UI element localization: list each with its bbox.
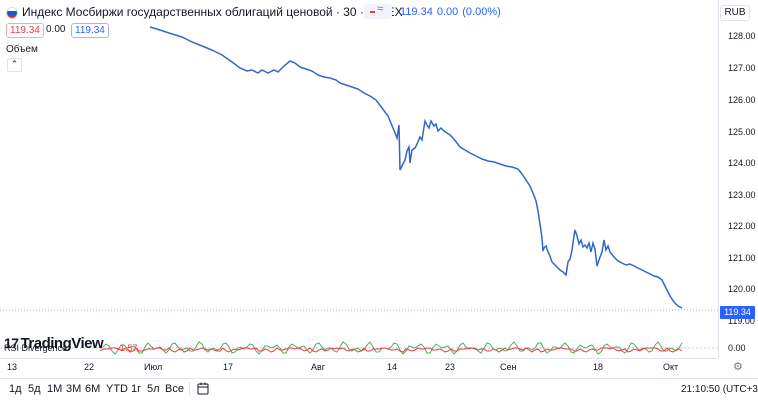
time-tick: 23 [445, 362, 456, 372]
spread-value: 0.00 [46, 24, 66, 35]
minus-icon [370, 11, 375, 13]
time-tick: Окт [663, 362, 679, 372]
volume-legend-label[interactable]: Объем [6, 44, 38, 55]
quote-line: 119.34 0.00 (0.00%) [400, 6, 505, 18]
price-axis[interactable] [718, 0, 758, 358]
change-percent: (0.00%) [462, 6, 501, 18]
price-tick: 122.00 [728, 221, 756, 231]
price-chart[interactable] [0, 0, 758, 378]
rsi-line-negative [99, 347, 683, 353]
time-tick: 17 [223, 362, 234, 372]
symbol-title[interactable]: Индекс Мосбиржи государственных облигаци… [22, 5, 403, 19]
price-tick: 123.00 [728, 190, 756, 200]
time-tick: Сен [500, 362, 517, 372]
price-tick: 128.00 [728, 31, 756, 41]
russia-flag-icon [6, 7, 18, 19]
timeframe-1y[interactable]: 1г [131, 383, 142, 395]
calendar-icon[interactable] [197, 382, 209, 395]
gear-icon[interactable]: ⚙ [733, 361, 743, 373]
last-price-value: 119.34 [400, 6, 433, 18]
bid-price-box[interactable]: 119.34 [6, 23, 44, 38]
timeframe-ytd[interactable]: YTD [106, 383, 128, 395]
clock-timezone[interactable]: 21:10:50 (UTC+3) [681, 384, 758, 395]
chevron-up-icon[interactable]: ⌃ [7, 58, 22, 72]
bottom-toolbar [0, 378, 758, 402]
time-tick: Авг [311, 362, 326, 372]
time-axis[interactable] [0, 358, 718, 376]
price-tick: 125.00 [728, 127, 756, 137]
time-tick: 13 [7, 362, 18, 372]
indicator-zero-tick: 0.00 [728, 343, 746, 353]
rsi-line-positive [99, 341, 683, 355]
compare-icon: ≈ [377, 3, 384, 15]
price-tick: 124.00 [728, 158, 756, 168]
timeframe-3m[interactable]: 3М [66, 383, 82, 395]
timeframe-1m[interactable]: 1М [47, 383, 63, 395]
timeframe-5d[interactable]: 5д [28, 383, 41, 395]
change-value: 0.00 [436, 6, 459, 18]
ask-price-box[interactable]: 119.34 [71, 23, 109, 38]
time-tick: Июл [144, 362, 163, 372]
price-tick: 126.00 [728, 95, 756, 105]
timeframe-6m[interactable]: 6М [85, 383, 101, 395]
price-tick: 119.00 [728, 316, 755, 326]
timeframe-5y[interactable]: 5л [147, 383, 160, 395]
timeframe-1d[interactable]: 1д [9, 383, 22, 395]
time-tick: 14 [387, 362, 398, 372]
last-price-label: 119.34 [720, 306, 755, 319]
time-tick: 18 [593, 362, 604, 372]
rsi-histogram [99, 341, 683, 355]
time-tick: 22 [84, 362, 95, 372]
price-tick: 120.00 [728, 284, 756, 294]
timeframe-all[interactable]: Все [165, 383, 184, 395]
indicator-name[interactable]: RSI Divergence [4, 343, 68, 353]
tradingview-logo[interactable]: 17 TradingView [4, 335, 104, 352]
price-tick: 127.00 [728, 63, 756, 73]
chart-type-toggle[interactable]: ≈ [364, 3, 392, 19]
price-line [149, 26, 683, 309]
currency-button[interactable]: RUB [720, 5, 750, 21]
price-tick: 121.00 [728, 253, 756, 263]
toolbar-divider [189, 382, 190, 396]
indicator-value: -1.57 [117, 343, 138, 353]
